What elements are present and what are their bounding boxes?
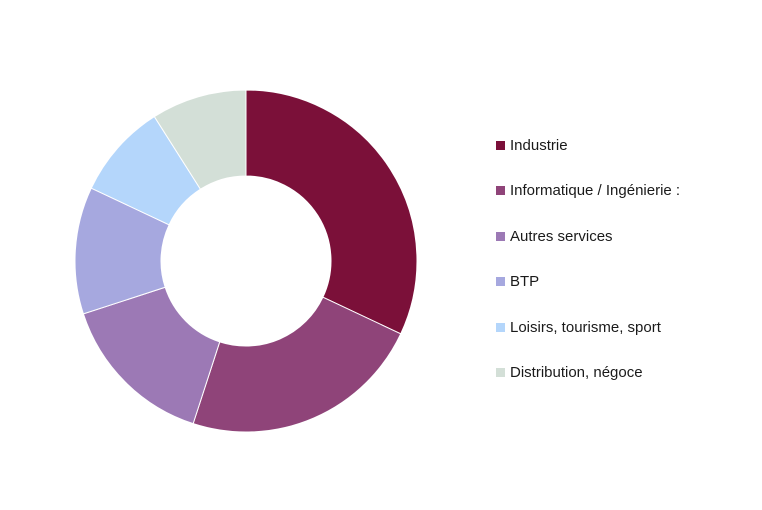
legend: Industrie Informatique / Ingénierie : Autr…	[496, 135, 680, 409]
legend-swatch	[496, 186, 505, 196]
legend-item-5: Loisirs, tourisme, sport	[496, 317, 680, 337]
donut-slice-6	[153, 89, 247, 190]
donut-slice-2	[192, 296, 402, 433]
legend-item-4: BTP	[496, 272, 680, 292]
legend-label: Industrie	[510, 136, 568, 154]
legend-item-1: Industrie	[496, 135, 680, 155]
legend-swatch	[496, 140, 505, 150]
legend-item-6: Distribution, négoce	[496, 363, 680, 383]
legend-item-3: Autres services	[496, 226, 680, 246]
donut-slice-1	[245, 89, 418, 335]
legend-item-2: Informatique / Ingénierie :	[496, 181, 680, 201]
legend-label: BTP	[510, 273, 540, 291]
legend-swatch	[496, 322, 505, 332]
legend-label: Distribution, négoce	[510, 364, 643, 382]
legend-label: Informatique / Ingénierie :	[510, 182, 681, 200]
legend-swatch	[496, 368, 505, 378]
legend-label: Autres services	[510, 227, 613, 245]
legend-swatch	[496, 231, 505, 241]
legend-swatch	[496, 277, 505, 287]
legend-label: Loisirs, tourisme, sport	[510, 318, 661, 336]
